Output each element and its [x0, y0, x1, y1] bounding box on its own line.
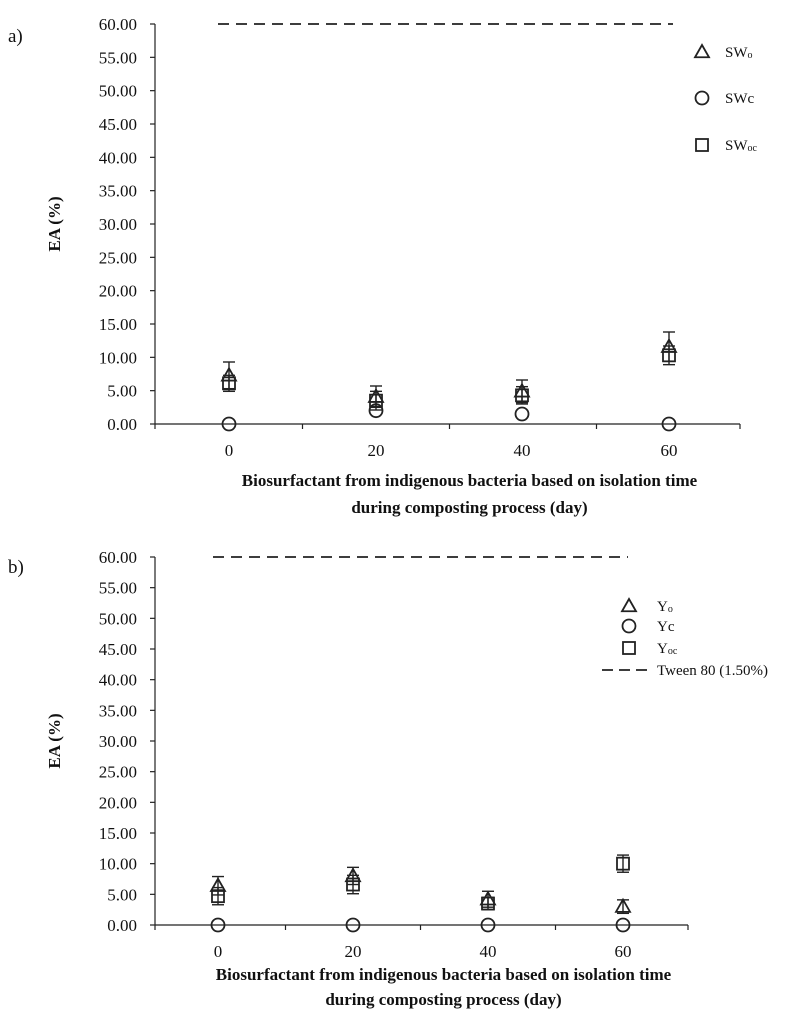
panel-a-point-circle [221, 416, 237, 432]
panel-b-y-axis-title: EA (%) [45, 713, 64, 768]
panel-b-legend-label: Yo [657, 599, 673, 615]
panel-b-y-tick-label: 50.00 [99, 609, 137, 628]
panel-a-legend-label-subscript: oc [748, 143, 758, 154]
panel-b-x-tick-label: 20 [345, 942, 362, 961]
panel-a-legend-marker-circle [694, 90, 710, 106]
panel-b-y-tick-label: 60.00 [99, 548, 137, 567]
panel-b-y-tick-label: 10.00 [99, 855, 137, 874]
panel-a-point-square [515, 388, 529, 403]
panel-a-legend-label: SWoc [725, 138, 758, 154]
panel-a-point-square [222, 376, 236, 391]
panel-b-point-square [481, 896, 495, 911]
panel-b-y-tick-label: 15.00 [99, 824, 137, 843]
panel-b-point-circle [345, 917, 361, 933]
panel-b-x-tick-label: 60 [615, 942, 632, 961]
panel-b-y-tick-label: 25.00 [99, 763, 137, 782]
panel-a-y-tick-label: 20.00 [99, 282, 137, 301]
panel-b-legend-label-subscript: o [668, 604, 673, 615]
panel-b-legend-label: Yoc [657, 641, 678, 657]
panel-b-x-axis-title: during composting process (day) [325, 990, 561, 1009]
panel-b-point-circle [480, 917, 496, 933]
panel-b-legend-marker-triangle [620, 597, 638, 613]
panel-b-x-axis-title: Biosurfactant from indigenous bacteria b… [216, 965, 672, 984]
panel-b-y-tick-label: 45.00 [99, 640, 137, 659]
panel-b-point-square [346, 877, 360, 892]
panel-a-y-tick-label: 45.00 [99, 115, 137, 134]
panel-b-point-square [616, 856, 630, 871]
panel-a-y-tick-label: 0.00 [107, 415, 137, 434]
panel-a-x-tick-label: 40 [514, 441, 531, 460]
panel-a-x-tick-label: 20 [368, 441, 385, 460]
panel-a-y-tick-label: 60.00 [99, 15, 137, 34]
panel-b-y-tick-label: 5.00 [107, 885, 137, 904]
panel-b-legend-reference-label: Tween 80 (1.50%) [657, 663, 768, 679]
panel-a-x-axis-title: Biosurfactant from indigenous bacteria b… [242, 471, 698, 490]
panel-a-x-tick-label: 60 [661, 441, 678, 460]
panel-a-y-tick-label: 55.00 [99, 48, 137, 67]
panel-a-y-axis-title: EA (%) [45, 196, 64, 251]
panel-a-y-tick-label: 5.00 [107, 382, 137, 401]
panel-a-point-circle [514, 406, 530, 422]
panel-b-point-circle [210, 917, 226, 933]
panel-b-x-tick-label: 0 [214, 942, 223, 961]
panel-b-y-tick-label: 55.00 [99, 579, 137, 598]
panel-b-y-tick-label: 20.00 [99, 793, 137, 812]
panel-a-y-tick-label: 50.00 [99, 82, 137, 101]
panel-a-point-square [662, 348, 676, 363]
panel-b-legend-marker-circle [621, 618, 637, 634]
panel-b-legend-label-subscript: oc [668, 646, 678, 657]
panel-b-point-square [211, 889, 225, 904]
panel-a-legend-marker-square [695, 138, 709, 152]
panel-a-x-tick-label: 0 [225, 441, 234, 460]
panel-b-legend-label: Yc [657, 619, 675, 635]
panel-a-legend-label: SWc [725, 91, 755, 107]
panel-a-y-tick-label: 25.00 [99, 248, 137, 267]
panel-b-y-tick-label: 35.00 [99, 701, 137, 720]
panel-a-y-tick-label: 40.00 [99, 148, 137, 167]
panel-b-label: b) [8, 557, 24, 578]
panel-b-point-circle [615, 917, 631, 933]
panel-a-y-tick-label: 30.00 [99, 215, 137, 234]
panel-b-x-tick-label: 40 [480, 942, 497, 961]
panel-a-y-tick-label: 35.00 [99, 182, 137, 201]
panel-a-legend-label-subscript: o [748, 50, 753, 61]
panel-b-legend-marker-square [622, 641, 636, 655]
panel-a-legend-marker-triangle [693, 43, 711, 59]
panel-a-x-axis-title: during composting process (day) [351, 498, 587, 517]
panel-a-point-square [369, 393, 383, 408]
panel-a-y-tick-label: 15.00 [99, 315, 137, 334]
panel-a-legend-label: SWo [725, 45, 753, 61]
panel-b-y-tick-label: 30.00 [99, 732, 137, 751]
panel-b-y-tick-label: 40.00 [99, 671, 137, 690]
panel-a-y-tick-label: 10.00 [99, 348, 137, 367]
panel-a-label: a) [8, 26, 23, 47]
panel-b-y-tick-label: 0.00 [107, 916, 137, 935]
panel-a-point-circle [661, 416, 677, 432]
panel-b-point-triangle [614, 897, 632, 913]
